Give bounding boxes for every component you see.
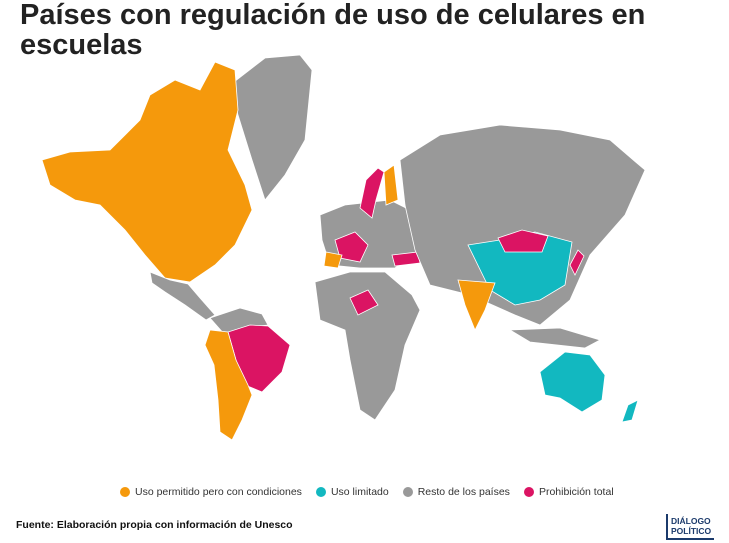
legend-label: Uso limitado	[330, 486, 389, 498]
mongolia	[497, 229, 549, 253]
andes-south	[204, 329, 253, 441]
legend-item: Resto de los países	[402, 486, 510, 498]
australia	[539, 351, 606, 413]
legend-swatch	[402, 487, 413, 497]
legend-label: Resto de los países	[417, 486, 510, 498]
africa	[314, 271, 421, 421]
legend-swatch	[120, 487, 130, 497]
asia	[399, 124, 646, 326]
legend-swatch	[523, 487, 534, 497]
north-america	[41, 61, 253, 283]
legend-item: Uso permitido pero con condiciones	[120, 486, 302, 498]
legend-item: Prohibición total	[523, 486, 614, 498]
se-asia-islands	[508, 327, 602, 349]
legend-item: Uso limitado	[315, 486, 389, 498]
logo-line: POLÍTICO	[671, 526, 712, 536]
new-zealand	[621, 399, 639, 423]
legend-swatch	[315, 487, 326, 497]
finland	[383, 164, 399, 206]
logo-line: DIÁLOGO	[671, 516, 711, 526]
japan	[569, 249, 585, 276]
source: Fuente: Elaboración propia con informaci…	[16, 519, 293, 531]
legend-label: Prohibición total	[538, 486, 614, 498]
africa-prohibition	[349, 289, 379, 316]
legend-label: Uso permitido pero con condiciones	[135, 486, 302, 498]
world-map	[41, 54, 646, 441]
title: Países con regulación de uso de celulare…	[20, 0, 646, 61]
legend: Uso permitido pero con condiciones Uso li…	[120, 486, 614, 498]
india	[457, 279, 496, 331]
logo: DIÁLOGO POLÍTICO	[666, 514, 715, 540]
turkey	[391, 251, 421, 267]
iberia	[323, 251, 343, 269]
greenland	[229, 54, 313, 201]
